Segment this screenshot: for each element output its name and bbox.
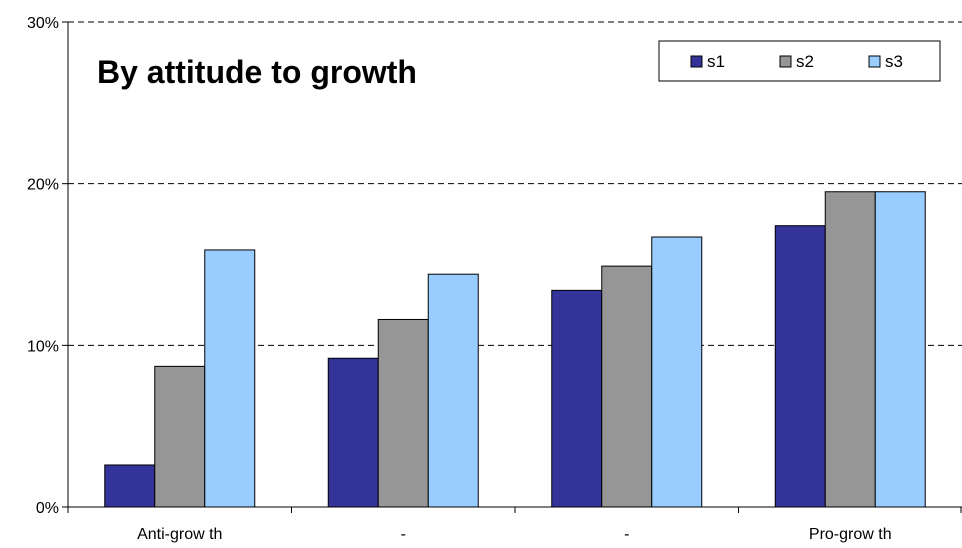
bar-s1: [104, 464, 156, 508]
y-tick-label: 30%: [27, 15, 59, 32]
bar-s1: [551, 289, 603, 508]
x-tick-label: -: [624, 526, 629, 543]
x-tick-label: Pro-grow th: [809, 526, 892, 543]
bar-s2: [377, 318, 429, 508]
bar-s3: [651, 236, 703, 508]
bar-s1: [774, 225, 826, 508]
bar-s3: [204, 249, 256, 508]
legend-swatch-s1: [690, 55, 703, 68]
legend: s1 s2 s3: [658, 40, 941, 82]
bar-s2: [154, 365, 206, 508]
legend-swatch-s2: [779, 55, 792, 68]
y-tick-label: 10%: [27, 338, 59, 355]
bar-s2: [824, 191, 876, 508]
chart-title: By attitude to growth: [97, 54, 417, 90]
bar-series: [104, 191, 926, 508]
legend-label-s3: s3: [885, 52, 903, 71]
x-tick-label: Anti-grow th: [137, 526, 222, 543]
legend-swatch-s3: [868, 55, 881, 68]
legend-label-s1: s1: [707, 52, 725, 71]
x-tick-label: -: [401, 526, 406, 543]
y-tick-label: 0%: [36, 500, 59, 517]
y-tick-label: 20%: [27, 177, 59, 194]
legend-label-s2: s2: [796, 52, 814, 71]
y-axis: 0% 10% 20% 30%: [27, 15, 69, 517]
bar-s2: [601, 265, 653, 508]
legend-box: [658, 40, 941, 82]
bar-s3: [874, 191, 926, 508]
x-axis: Anti-grow th - - Pro-grow th: [67, 506, 962, 543]
bar-s3: [427, 273, 479, 508]
bar-s1: [327, 357, 379, 508]
